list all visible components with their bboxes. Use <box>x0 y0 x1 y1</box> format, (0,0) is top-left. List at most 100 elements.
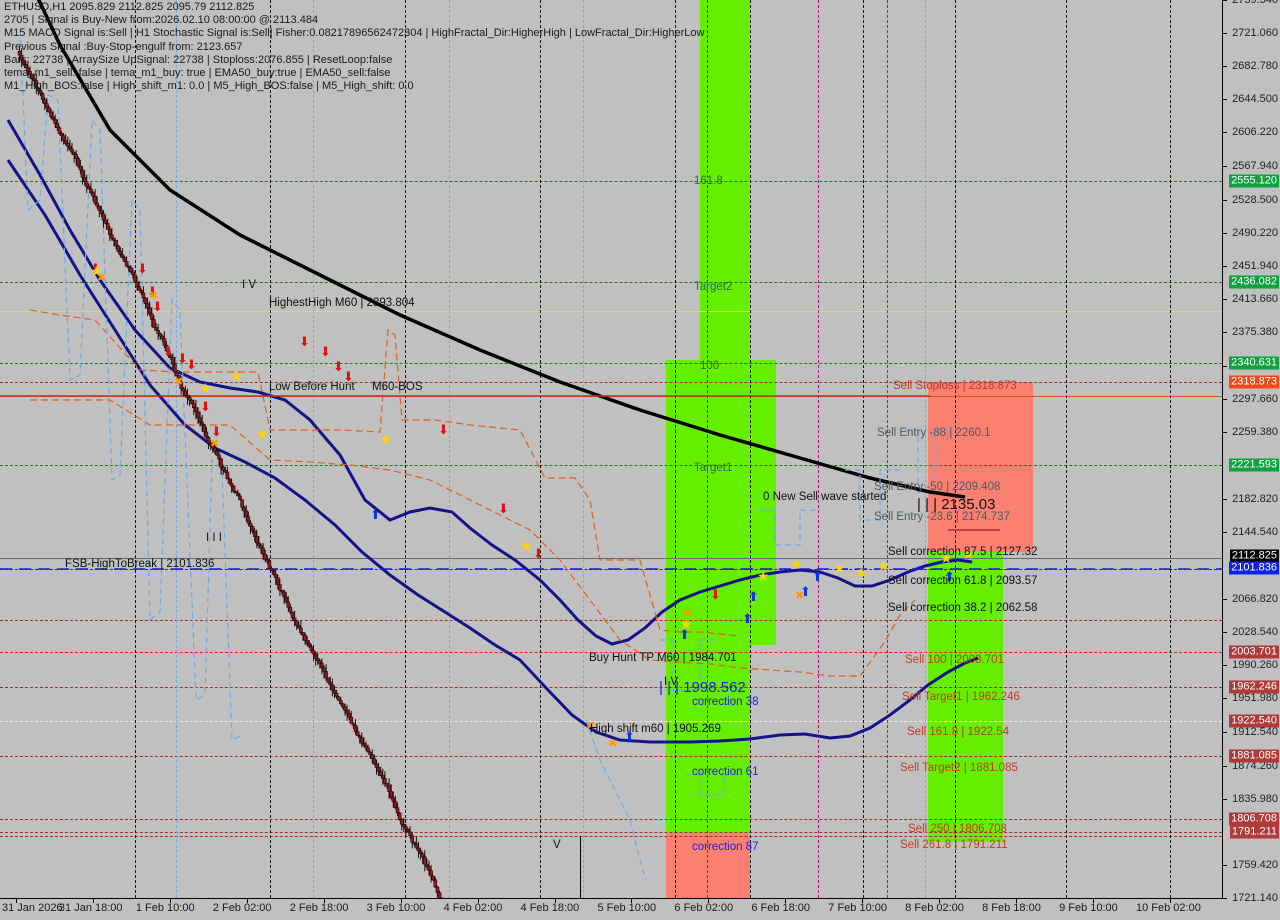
price-tick-mark <box>1222 298 1227 300</box>
price-axis-line <box>1222 0 1223 898</box>
price-badge-darkred[interactable]: 1881.085 <box>1229 749 1279 763</box>
price-badge-red[interactable]: 2318.873 <box>1229 375 1279 389</box>
price-axis[interactable]: 2759.340 2721.060 2682.780 2644.500 2606.220… <box>1222 0 1280 904</box>
price-badge-green[interactable]: 2555.120 <box>1229 174 1279 188</box>
annotation-label: I I I <box>206 532 222 544</box>
signal-cross-icon: ✖ <box>608 738 618 750</box>
time-tick-mark <box>92 898 94 903</box>
gridline-v <box>1066 0 1067 898</box>
sell-arrow-icon: ⬇ <box>177 351 188 366</box>
time-tick-label: 10 Feb 02:00 <box>1136 902 1201 914</box>
price-tick-label: 1990.260 <box>1232 659 1278 672</box>
sell-arrow-icon: ⬇ <box>710 587 721 602</box>
buy-arrow-icon: ⬆ <box>800 584 811 599</box>
price-tick-label: 1951.980 <box>1232 692 1278 705</box>
price-tick-mark <box>1222 332 1227 334</box>
annotation-label: correction 61 <box>692 766 759 778</box>
header-line-1: 2705 | Signal is Buy-New from:2026.02.10… <box>4 14 319 27</box>
signal-star-icon: ★ <box>230 368 243 384</box>
price-tick-label: 2259.380 <box>1232 426 1278 439</box>
annotation-label: Sell 100 | 2003.701 <box>905 654 1004 666</box>
price-tick-mark <box>1222 232 1227 234</box>
signal-star-icon: ★ <box>962 546 975 562</box>
time-tick-label: 7 Feb 10:00 <box>828 902 887 914</box>
gridline-v <box>540 0 541 898</box>
price-badge-green[interactable]: 2340.631 <box>1229 356 1279 370</box>
annotation-label: Target2 <box>694 281 733 293</box>
price-tick-label: 2721.060 <box>1232 27 1278 40</box>
zone-target-green-3 <box>666 645 750 833</box>
price-badge-black[interactable]: 2112.825 <box>1229 549 1279 563</box>
price-badge-darkred[interactable]: 1922.540 <box>1229 714 1279 728</box>
price-tick-mark <box>1222 366 1227 368</box>
price-badge-darkred[interactable]: 1806.708 <box>1229 812 1279 826</box>
sell-arrow-icon: ⬇ <box>200 399 211 414</box>
price-badge-darkred[interactable]: 1962.246 <box>1229 680 1279 694</box>
annotation-label: Sell correction 87.5 | 2127.32 <box>888 546 1038 558</box>
annotation-label: I V <box>242 279 257 291</box>
time-tick-label: 5 Feb 10:00 <box>597 902 657 914</box>
price-tick-mark <box>1222 732 1227 734</box>
time-axis[interactable]: 31 Jan 2026 31 Jan 18:00 1 Feb 10:00 2 Feb … <box>0 898 1222 920</box>
gridline-v <box>405 0 406 898</box>
signal-star-icon: ★ <box>940 550 953 566</box>
header-line-0: ETHUSD,H1 2095.829 2112.825 2095.79 2112… <box>4 1 255 13</box>
series-fractal-upper <box>29 309 741 637</box>
level-highesthigh <box>0 311 1222 312</box>
sell-arrow-icon: ⬇ <box>152 299 163 314</box>
sell-arrow-icon: ⬇ <box>211 424 222 439</box>
time-tick-mark <box>862 898 864 903</box>
signal-cross-icon: ✖ <box>149 290 159 302</box>
price-tick-mark <box>1222 0 1227 1</box>
time-tick-label: 1 Feb 10:00 <box>135 902 195 914</box>
price-tick-mark <box>1222 66 1227 68</box>
zone-target-green-2 <box>666 360 776 645</box>
time-tick-mark <box>708 898 710 903</box>
price-tick-mark <box>1222 864 1227 866</box>
price-badge-green[interactable]: 2221.593 <box>1229 458 1279 472</box>
annotation-label: Buy Hunt TP M60 | 1984.701 <box>589 652 737 664</box>
annotation-label: V <box>553 839 561 851</box>
annotation-label: I V <box>664 676 679 688</box>
price-tick-label: 2066.820 <box>1232 593 1278 605</box>
annotation-label: Sell Target2 | 1881.085 <box>900 762 1018 774</box>
sell-arrow-icon: ⬇ <box>299 334 310 349</box>
level-green-2555 <box>0 181 1222 182</box>
price-badge-green[interactable]: 2436.082 <box>1229 275 1279 289</box>
signal-star-icon: ★ <box>199 380 212 396</box>
annotation-label: FSB-HighToBreak | 2101.836 <box>65 558 215 570</box>
sell-arrow-icon: ⬇ <box>343 369 354 384</box>
price-tick-label: 2413.660 <box>1232 292 1278 305</box>
buy-arrow-icon: ⬆ <box>370 507 381 522</box>
price-badge-blue[interactable]: 2101.836 <box>1229 561 1279 575</box>
time-tick-label: 8 Feb 18:00 <box>982 902 1041 914</box>
header-line-2: M15 MACD Signal is:Sell | H1 Stochastic … <box>4 27 705 40</box>
cursor-vline <box>580 836 581 898</box>
time-axis-line <box>0 898 1222 899</box>
price-tick-mark <box>1222 698 1227 700</box>
price-tick-mark <box>1222 265 1227 267</box>
sell-arrow-icon: ⬇ <box>163 344 174 359</box>
price-tick-label: 1912.540 <box>1232 726 1278 739</box>
chart-plot-area[interactable]: ⬇ ⬇ ⬇ ⬇ ⬇ ⬇ ⬇ ⬇ ⬇ ⬇ ⬇ ⬇ ⬇ ⬇ ⬇ ⬇ ⬇ ★ ★ ★ ★ ★ ★ ★ ★ ★ ★ ★ ★ ★ ★ ✖ ✖ ✖ ✖ ✖ ✖ ✖ ✖ ⬆… <box>0 0 1222 898</box>
signal-star-icon: ★ <box>680 616 693 632</box>
annotation-label: Sell 250 | 1806.708 <box>908 823 1007 835</box>
level-red-1881 <box>0 756 1222 757</box>
signal-star-icon: ★ <box>90 263 103 279</box>
signal-cross-icon: ✖ <box>210 438 220 450</box>
signal-star-icon: ★ <box>380 431 393 447</box>
signal-star-icon: ★ <box>790 556 803 572</box>
signal-cross-icon: ✖ <box>795 590 805 602</box>
buy-arrow-icon: ⬆ <box>742 611 753 626</box>
annotation-label: 100 <box>700 360 720 372</box>
price-badge-darkred[interactable]: 2003.701 <box>1229 645 1279 659</box>
time-tick-mark <box>16 898 17 903</box>
annotation-label: HighestHigh M60 | 2393.804 <box>269 297 415 309</box>
time-tick-label: 6 Feb 18:00 <box>751 902 811 914</box>
header-line-5: tema_m1_sell: false | tema_m1_buy: true … <box>4 67 391 80</box>
price-badge-darkred[interactable]: 1791.211 <box>1229 825 1279 839</box>
sell-arrow-icon: ⬇ <box>498 501 509 516</box>
gridline-v <box>270 0 271 898</box>
price-tick-mark <box>1222 399 1227 401</box>
